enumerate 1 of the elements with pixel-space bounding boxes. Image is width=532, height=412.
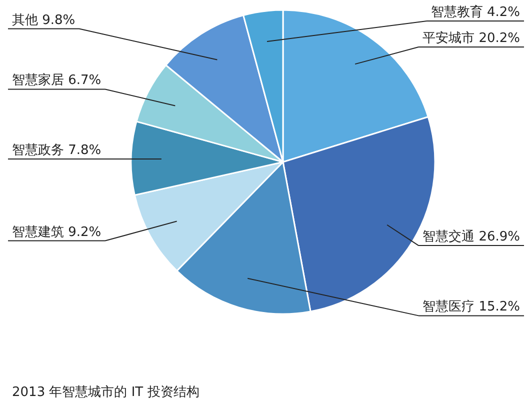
text: 2013 年智慧城市的 IT 投资结构 xyxy=(12,385,200,400)
